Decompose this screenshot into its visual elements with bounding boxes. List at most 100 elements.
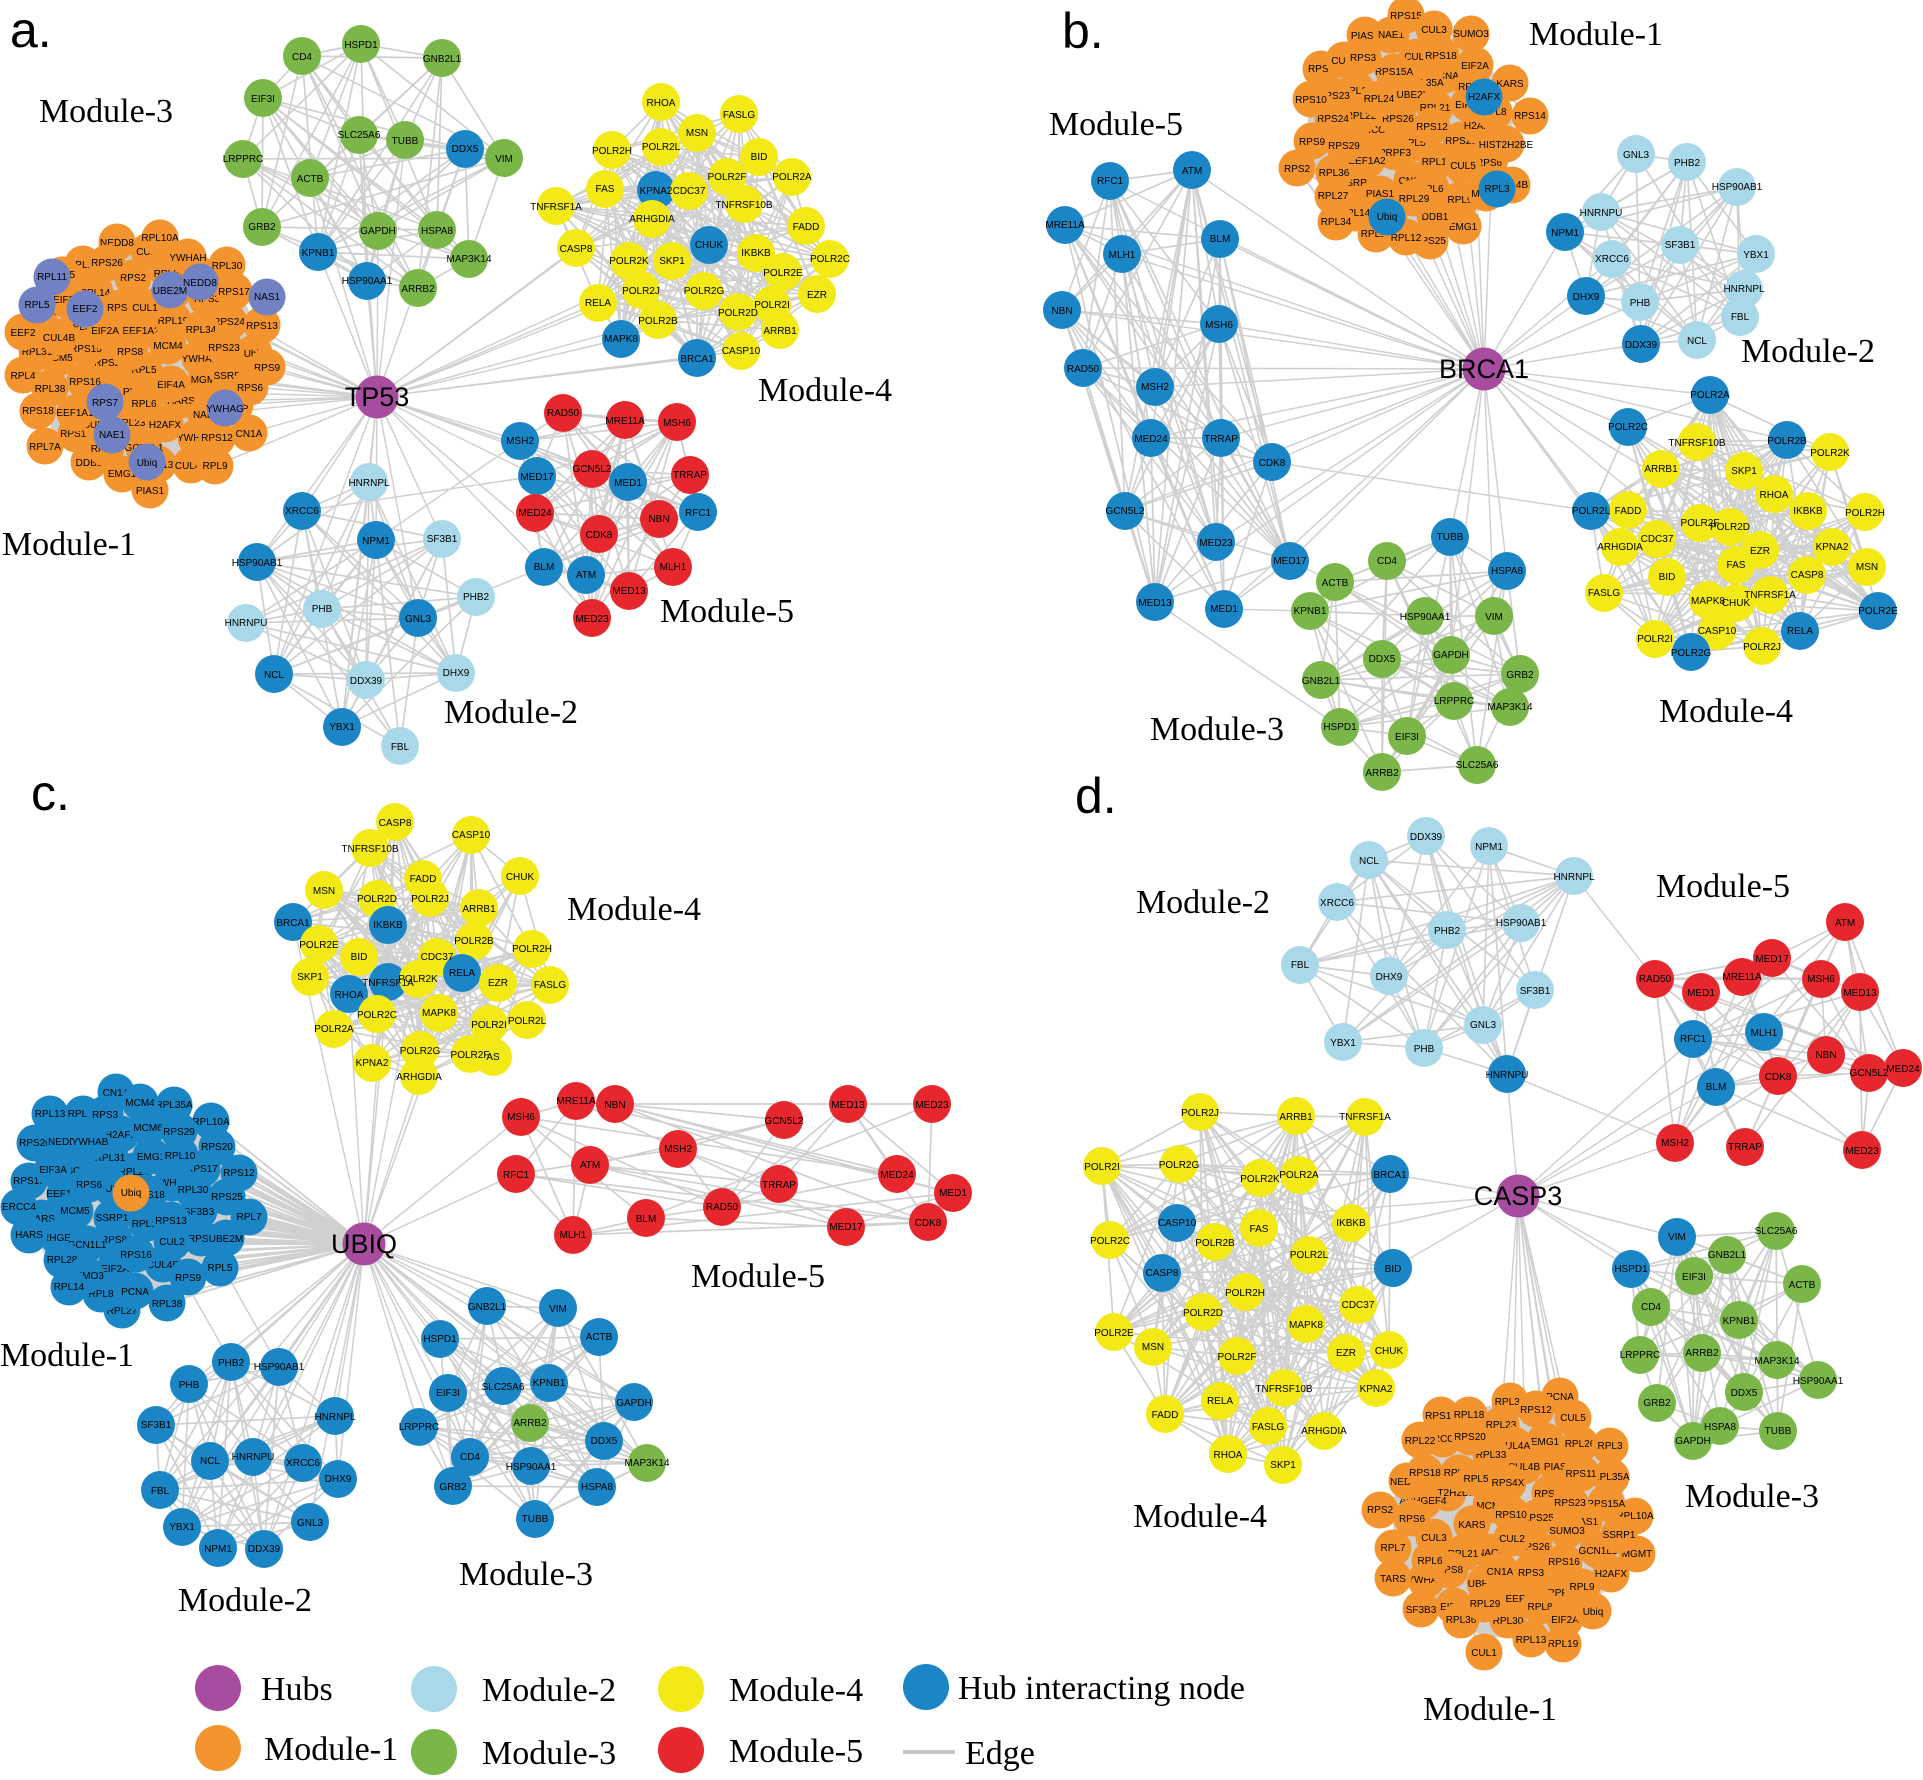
svg-text:RAD50: RAD50 <box>706 1202 739 1213</box>
svg-text:RPL6: RPL6 <box>131 399 156 410</box>
svg-text:GAPDH: GAPDH <box>1675 1436 1711 1447</box>
svg-text:KPNB1: KPNB1 <box>1294 606 1327 617</box>
svg-text:TNFRSF10B: TNFRSF10B <box>1255 1384 1313 1395</box>
svg-text:ARRB1: ARRB1 <box>1279 1112 1313 1123</box>
svg-text:RPL33: RPL33 <box>68 1109 99 1120</box>
svg-text:GNB2L1: GNB2L1 <box>1708 1250 1747 1261</box>
svg-text:POLR2H: POLR2H <box>592 146 632 157</box>
svg-text:HNRNPL: HNRNPL <box>348 478 390 489</box>
svg-text:POLR2H: POLR2H <box>1845 508 1885 519</box>
svg-text:Module-1: Module-1 <box>2 526 136 563</box>
svg-text:RPS20: RPS20 <box>1445 136 1477 147</box>
svg-text:Module-1: Module-1 <box>1529 16 1663 53</box>
svg-text:EIF2A: EIF2A <box>1461 61 1489 72</box>
svg-text:GRB2: GRB2 <box>1506 670 1534 681</box>
svg-text:RPS25: RPS25 <box>1414 236 1446 247</box>
svg-text:CHUK: CHUK <box>1722 598 1751 609</box>
svg-text:RPS16: RPS16 <box>120 1250 152 1261</box>
svg-text:NACA: NACA <box>1477 1548 1505 1559</box>
svg-text:RELA: RELA <box>449 968 475 979</box>
svg-text:MCM6: MCM6 <box>133 1123 163 1134</box>
svg-text:RPS6: RPS6 <box>1399 1514 1426 1525</box>
svg-text:Module-1: Module-1 <box>1423 1691 1557 1728</box>
svg-text:RPL31: RPL31 <box>1361 229 1392 240</box>
svg-text:HNRNPU: HNRNPU <box>1486 1070 1529 1081</box>
svg-text:TP53: TP53 <box>345 382 410 412</box>
svg-text:Ubiq: Ubiq <box>137 458 158 469</box>
svg-text:CUL1: CUL1 <box>1471 1648 1497 1659</box>
svg-text:POLR2L: POLR2L <box>508 1016 547 1027</box>
svg-text:RPL14: RPL14 <box>54 1282 85 1293</box>
svg-text:NCL: NCL <box>1359 856 1379 867</box>
svg-text:PHB: PHB <box>312 604 333 615</box>
svg-text:BID: BID <box>351 952 368 963</box>
svg-text:MSH6: MSH6 <box>1807 974 1835 985</box>
svg-text:KPNA2: KPNA2 <box>356 1058 389 1069</box>
svg-text:XRCC6: XRCC6 <box>1320 898 1354 909</box>
svg-text:NEDD8: NEDD8 <box>100 238 134 249</box>
svg-text:ERCC4: ERCC4 <box>2 1202 36 1213</box>
svg-text:POLR2K: POLR2K <box>609 256 649 267</box>
svg-text:NPM1: NPM1 <box>1475 842 1503 853</box>
svg-text:Module-3: Module-3 <box>39 93 173 130</box>
svg-text:Module-5: Module-5 <box>660 593 794 630</box>
svg-text:RPL10A: RPL10A <box>141 233 179 244</box>
svg-text:RPS14: RPS14 <box>1514 111 1546 122</box>
svg-text:CN1A: CN1A <box>103 1088 130 1099</box>
svg-text:LRPPRC: LRPPRC <box>1434 696 1475 707</box>
svg-text:CASP10: CASP10 <box>1158 1218 1197 1229</box>
svg-text:Ubiq: Ubiq <box>121 1188 142 1199</box>
svg-text:FADD: FADD <box>1615 506 1642 517</box>
svg-text:POLR2B: POLR2B <box>1767 436 1807 447</box>
svg-text:ARRB2: ARRB2 <box>513 1418 547 1429</box>
svg-text:KPNA2: KPNA2 <box>640 186 673 197</box>
svg-text:GRB2: GRB2 <box>439 1482 467 1493</box>
svg-text:BLM: BLM <box>1706 1082 1727 1093</box>
svg-text:ARRB1: ARRB1 <box>763 326 797 337</box>
svg-text:YWHAG: YWHAG <box>206 404 244 415</box>
svg-text:CD4: CD4 <box>1641 1302 1661 1313</box>
svg-text:RPL14: RPL14 <box>80 288 111 299</box>
svg-text:RPL13: RPL13 <box>35 1109 66 1120</box>
svg-text:RPS2: RPS2 <box>1367 1505 1394 1516</box>
svg-text:FBL: FBL <box>1731 312 1750 323</box>
svg-text:RPL38: RPL38 <box>1495 1397 1526 1408</box>
svg-text:RPS18: RPS18 <box>22 406 54 417</box>
svg-text:SF3B1: SF3B1 <box>1520 986 1551 997</box>
svg-text:MCM4: MCM4 <box>153 341 183 352</box>
svg-text:POLR2G: POLR2G <box>684 286 725 297</box>
svg-text:RPS26: RPS26 <box>1518 1542 1550 1553</box>
svg-text:EMG1: EMG1 <box>1531 1437 1560 1448</box>
svg-text:GAPDH: GAPDH <box>360 226 396 237</box>
svg-text:RPS17: RPS17 <box>218 287 250 298</box>
svg-text:RPS7: RPS7 <box>107 303 134 314</box>
svg-text:Module-5: Module-5 <box>1656 868 1790 905</box>
svg-text:HSPA8: HSPA8 <box>421 226 453 237</box>
svg-text:POLR2L: POLR2L <box>1290 1250 1329 1261</box>
svg-text:RPS29: RPS29 <box>94 358 126 369</box>
svg-text:POLR2G: POLR2G <box>1671 648 1712 659</box>
svg-text:EEF2: EEF2 <box>10 328 35 339</box>
svg-text:Module-2: Module-2 <box>1136 884 1270 921</box>
svg-text:YWHAG: YWHAG <box>177 433 215 444</box>
svg-text:RPS12: RPS12 <box>201 433 233 444</box>
svg-text:FADD: FADD <box>410 874 437 885</box>
svg-text:H2AFX: H2AFX <box>149 420 182 431</box>
svg-text:c.: c. <box>31 765 70 821</box>
svg-text:SUMO3: SUMO3 <box>1549 1526 1585 1537</box>
svg-text:Module-3: Module-3 <box>459 1556 593 1593</box>
svg-text:NAS1: NAS1 <box>254 292 281 303</box>
svg-text:RPS10: RPS10 <box>60 429 92 440</box>
svg-text:RPS3: RPS3 <box>92 1110 119 1121</box>
svg-text:RPL5: RPL5 <box>207 1263 232 1274</box>
svg-text:FBL: FBL <box>1291 960 1310 971</box>
svg-text:MCM5: MCM5 <box>43 353 73 364</box>
svg-text:RPL10A: RPL10A <box>1616 1511 1654 1522</box>
svg-text:CUL2: CUL2 <box>1404 52 1430 63</box>
svg-text:NBN: NBN <box>1051 306 1072 317</box>
svg-text:POLR2I: POLR2I <box>754 300 790 311</box>
svg-text:PRPF3: PRPF3 <box>1541 1588 1574 1599</box>
svg-text:RPS15: RPS15 <box>70 344 102 355</box>
svg-text:POLR2B: POLR2B <box>638 316 678 327</box>
svg-text:RPS26: RPS26 <box>1382 114 1414 125</box>
